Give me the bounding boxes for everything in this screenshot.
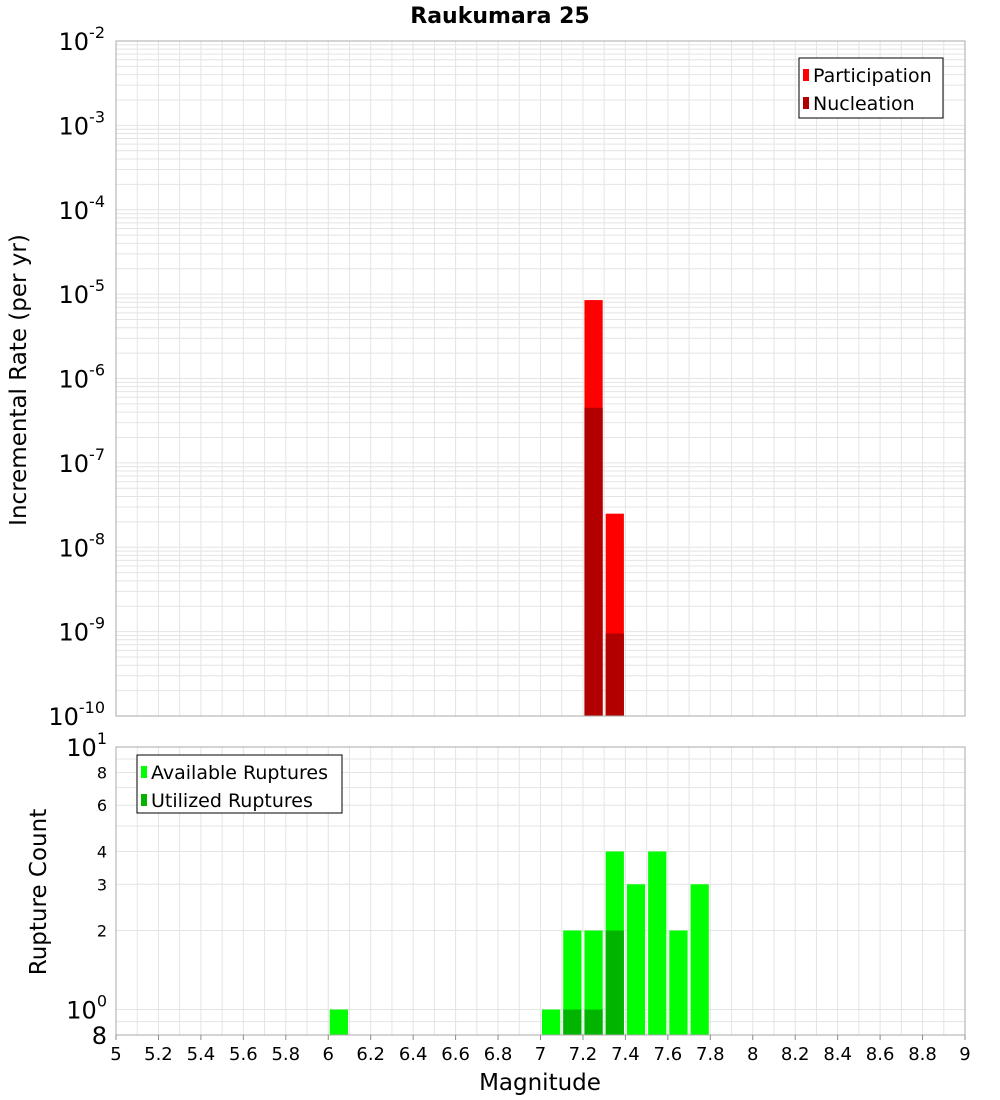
- count-bar-secondary: [605, 930, 624, 1035]
- x-tick-label: 6.4: [399, 1044, 428, 1065]
- x-tick-label: 5.2: [144, 1044, 173, 1065]
- x-axis: 5 5.2 5.4 5.6 5.8 6 6.2 6.4 6.6 6.8 7 7.2 7.4 7.6 7.8 8…: [110, 1035, 971, 1065]
- count-bar-primary: [648, 851, 667, 1035]
- x-tick-label: 5.6: [229, 1044, 258, 1065]
- x-tick-label: 6.2: [356, 1044, 385, 1065]
- legend-entry: Available Ruptures: [151, 762, 328, 784]
- x-tick-label: 7.4: [611, 1044, 640, 1065]
- count-bar-primary: [669, 930, 688, 1035]
- legend-swatch: [803, 97, 809, 109]
- y-tick-label: 10-5: [59, 276, 106, 309]
- y-tick-label: 10-9: [59, 614, 106, 647]
- y-tick-label: 10-7: [59, 445, 106, 478]
- x-tick-label: 8.2: [781, 1044, 810, 1065]
- y-tick-label: 8: [97, 763, 107, 782]
- count-bar-primary: [329, 1009, 348, 1035]
- y-tick-label: 4: [97, 842, 107, 861]
- count-bar-primary: [584, 930, 603, 1035]
- legend-swatch: [141, 794, 147, 806]
- x-tick-label: 8.4: [823, 1044, 852, 1065]
- legend-swatch: [141, 766, 147, 778]
- x-tick-label: 6.8: [484, 1044, 513, 1065]
- y-tick-label: 6: [97, 796, 107, 815]
- y-tick-label: 10-3: [59, 107, 106, 140]
- count-bar-secondary: [563, 1009, 582, 1035]
- bottom-y-axis-label: Rupture Count: [26, 809, 52, 975]
- rate-bar-secondary: [584, 407, 603, 716]
- count-bar-primary: [690, 884, 709, 1035]
- y-tick-label: 3: [97, 875, 107, 894]
- plot-frame: [115, 40, 966, 717]
- y-tick-label: 10-10: [48, 698, 105, 731]
- x-tick-label: 8: [747, 1044, 758, 1065]
- x-tick-label: 5.4: [187, 1044, 216, 1065]
- y-tick-label: 101: [66, 729, 107, 762]
- legend-box: [136, 754, 343, 814]
- legend-entry: Participation: [813, 65, 932, 87]
- x-tick-label: 5: [110, 1044, 121, 1065]
- x-tick-label: 7.8: [696, 1044, 725, 1065]
- x-tick-label: 7.2: [569, 1044, 598, 1065]
- y-tick-label: 8: [92, 1022, 107, 1050]
- x-axis-label: Magnitude: [479, 1070, 601, 1096]
- x-tick-label: 5.8: [271, 1044, 300, 1065]
- chart-title: Raukumara 25: [410, 4, 589, 29]
- y-tick-label: 10-4: [59, 192, 106, 225]
- y-tick-label: 100: [66, 992, 107, 1025]
- y-tick-label: 10-2: [59, 23, 106, 56]
- x-tick-label: 8.8: [908, 1044, 937, 1065]
- x-tick-label: 9: [959, 1044, 970, 1065]
- top-y-axis-label: Incremental Rate (per yr): [6, 234, 32, 526]
- top-panel: 10-10 10-9 10-8 10-7 10-6 10-5 10-4 10-3 10-2 Par…: [48, 23, 966, 731]
- count-bar-primary: [563, 930, 582, 1035]
- x-tick-label: 7: [535, 1044, 546, 1065]
- count-bar-primary: [626, 884, 646, 1035]
- rate-bar-secondary: [605, 633, 624, 716]
- y-tick-label: 10-6: [59, 361, 106, 394]
- legend-box: [798, 57, 944, 119]
- y-tick-label: 10-8: [59, 529, 106, 562]
- x-tick-label: 8.6: [866, 1044, 895, 1065]
- x-tick-label: 6.6: [441, 1044, 470, 1065]
- legend-entry: Utilized Ruptures: [151, 790, 313, 812]
- x-tick-label: 7.6: [654, 1044, 683, 1065]
- legend-swatch: [803, 69, 809, 81]
- legend-entry: Nucleation: [813, 93, 915, 115]
- count-bar-secondary: [584, 1009, 603, 1035]
- count-bar-primary: [542, 1009, 561, 1035]
- y-tick-label: 2: [97, 922, 107, 941]
- x-tick-label: 6: [323, 1044, 334, 1065]
